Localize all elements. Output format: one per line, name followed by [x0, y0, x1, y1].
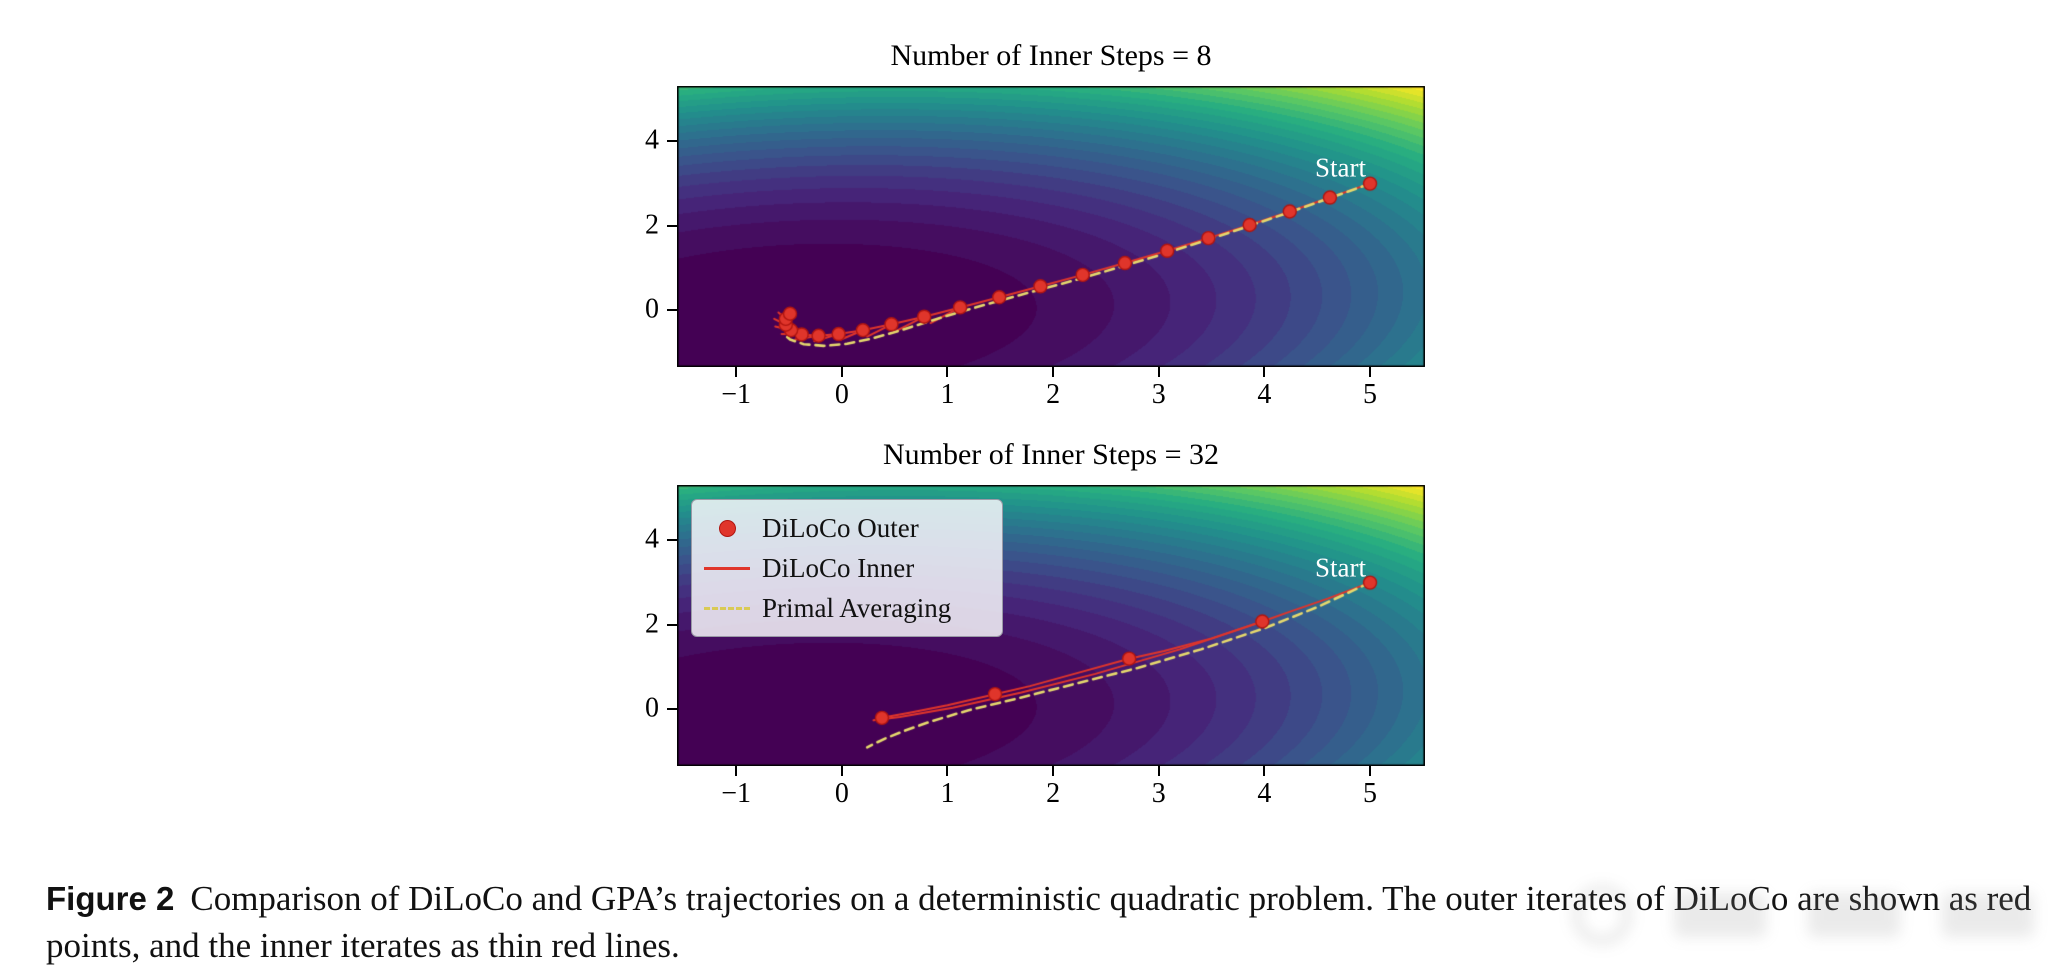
y-tick-label: 0 [645, 293, 659, 325]
legend-label: Primal Averaging [762, 592, 952, 623]
x-tick [1369, 766, 1372, 776]
x-tick [735, 367, 738, 377]
y-tick [667, 623, 677, 626]
x-tick [1263, 766, 1266, 776]
legend-label: DiLoCo Outer [762, 512, 919, 543]
x-tick-label: 3 [1151, 379, 1166, 410]
y-tick [667, 224, 677, 227]
x-tick [840, 367, 843, 377]
plot2-start-label: Start [1314, 552, 1366, 583]
x-tick [1052, 766, 1055, 776]
watermark-ring-icon [1572, 885, 1632, 945]
x-tick [946, 367, 949, 377]
y-tick-label: 4 [645, 124, 659, 156]
y-tick-label: 2 [645, 608, 659, 640]
y-tick [667, 708, 677, 711]
x-tick [946, 766, 949, 776]
plot1-start-label: Start [1314, 152, 1366, 183]
red-dot-marker-icon [692, 519, 762, 537]
watermark-bar [1942, 893, 2034, 937]
legend-item-diloco-inner: DiLoCo Inner [692, 548, 1002, 588]
x-tick-label: 0 [834, 778, 849, 809]
x-tick-label: 4 [1257, 778, 1272, 809]
figure-caption: Figure 2 Comparison of DiLoCo and GPA’s t… [46, 876, 2051, 969]
figure-caption-text: Comparison of DiLoCo and GPA’s trajector… [46, 879, 2032, 965]
y-tick [667, 539, 677, 542]
plot2-legend: DiLoCo Outer DiLoCo Inner Primal Averagi… [691, 499, 1003, 637]
legend-item-diloco-outer: DiLoCo Outer [692, 508, 1002, 548]
y-tick [667, 309, 677, 312]
x-tick [840, 766, 843, 776]
x-tick [1369, 367, 1372, 377]
x-tick [1052, 367, 1055, 377]
x-tick-label: 4 [1257, 379, 1272, 410]
x-tick-label: 5 [1363, 379, 1378, 410]
y-tick [667, 140, 677, 143]
watermark-bar [1674, 893, 1766, 937]
figure-caption-label: Figure 2 [46, 880, 175, 917]
x-tick-label: 3 [1151, 778, 1166, 809]
x-tick-label: 0 [834, 379, 849, 410]
plot1-title: Number of Inner Steps = 8 [890, 39, 1212, 72]
plot1-canvas [677, 86, 1425, 367]
x-tick [735, 766, 738, 776]
x-tick-label: 1 [940, 379, 955, 410]
watermark-smudge [1572, 884, 2034, 946]
plot-inner-steps-32: Number of Inner Steps = 32 Start DiLoCo … [645, 438, 1425, 809]
legend-label: DiLoCo Inner [762, 552, 915, 583]
y-tick-label: 2 [645, 209, 659, 241]
legend-item-primal-averaging: Primal Averaging [692, 588, 1002, 628]
x-tick [1157, 766, 1160, 776]
plot2-title: Number of Inner Steps = 32 [882, 438, 1220, 471]
yellow-dashed-marker-icon [692, 606, 762, 610]
watermark-bar [1808, 893, 1900, 937]
x-tick-label: −1 [721, 379, 752, 410]
x-tick-label: −1 [721, 778, 752, 809]
x-tick-label: 2 [1046, 778, 1061, 809]
red-line-marker-icon [692, 566, 762, 570]
y-tick-label: 0 [645, 692, 659, 724]
plot-inner-steps-8: Number of Inner Steps = 8 Start −1 0 1 2 3 4 5… [645, 39, 1425, 410]
x-tick-label: 5 [1363, 778, 1378, 809]
x-tick [1263, 367, 1266, 377]
x-tick-label: 1 [940, 778, 955, 809]
x-tick-label: 2 [1046, 379, 1061, 410]
x-tick [1157, 367, 1160, 377]
y-tick-label: 4 [645, 523, 659, 555]
